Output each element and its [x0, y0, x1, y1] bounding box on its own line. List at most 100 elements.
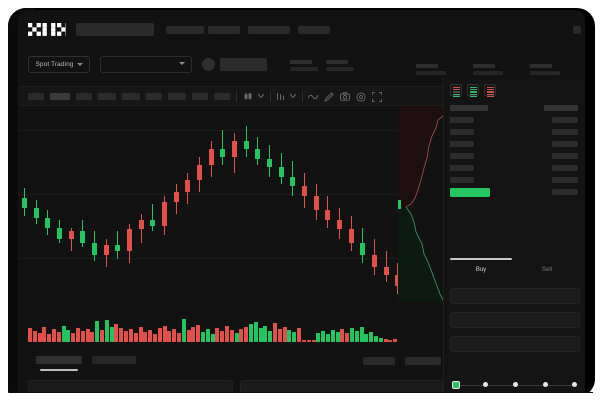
volume-bar [268, 331, 273, 342]
volume-bar [80, 331, 85, 342]
volume-bar [378, 338, 383, 342]
total-field[interactable] [450, 336, 580, 352]
volume-bar [345, 333, 350, 342]
orders-tab-bar [18, 350, 443, 374]
volume-bar [90, 332, 95, 342]
timeframe-6[interactable] [146, 93, 162, 100]
volume-bar [297, 328, 302, 342]
stat-24h-change [326, 60, 354, 71]
timeframe-2[interactable] [50, 93, 70, 100]
mode-select-spot-trading[interactable]: Spot Trading [28, 56, 90, 73]
pencil-icon[interactable] [324, 92, 334, 102]
slider-stop-25[interactable] [483, 382, 488, 387]
timeframe-1[interactable] [28, 93, 44, 100]
top-navigation-bar [18, 10, 585, 46]
table-row[interactable] [444, 174, 585, 186]
table-row[interactable] [444, 150, 585, 162]
avatar[interactable] [202, 58, 215, 71]
volume-bar [162, 326, 167, 342]
amount-percent-slider[interactable] [452, 380, 578, 390]
volume-bar [200, 332, 205, 342]
candlestick-type-icon[interactable] [244, 92, 253, 101]
table-row[interactable] [444, 114, 585, 126]
timeframe-5[interactable] [122, 93, 140, 100]
timeframe-7[interactable] [168, 93, 186, 100]
sidebar-item-nav-3[interactable] [248, 26, 290, 34]
chevron-down-icon[interactable] [290, 94, 296, 98]
volume-bar [393, 339, 398, 342]
tab-sell[interactable]: Sell [541, 267, 552, 273]
sidebar-item-nav-2[interactable] [208, 26, 240, 34]
timeframe-8[interactable] [192, 93, 208, 100]
timeframe-3[interactable] [76, 93, 92, 100]
volume-bar [157, 328, 162, 342]
slider-stop-50[interactable] [513, 382, 518, 387]
indicators-icon[interactable] [276, 92, 285, 101]
volume-bar [143, 332, 148, 342]
search-input[interactable] [76, 23, 154, 36]
pair-name-label [220, 58, 267, 71]
active-tab-indicator [40, 369, 78, 371]
camera-icon[interactable] [340, 92, 350, 101]
tab-action-2[interactable] [405, 357, 441, 365]
volume-bar [47, 334, 52, 342]
slider-stop-100[interactable] [572, 382, 577, 387]
volume-bar [95, 321, 100, 342]
amount-field[interactable] [450, 312, 580, 328]
volume-bar [172, 329, 177, 342]
table-row[interactable] [444, 126, 585, 138]
volume-bar [316, 333, 321, 342]
frame-bottom-mask [0, 393, 603, 405]
volume-bar [37, 333, 42, 342]
volume-bar [330, 330, 335, 342]
tab-open-orders[interactable] [36, 356, 82, 364]
volume-bar [234, 333, 239, 342]
candlestick-series [18, 106, 403, 302]
okx-logo[interactable] [28, 23, 66, 36]
volume-bar [56, 332, 61, 342]
timeframe-9[interactable] [214, 93, 230, 100]
volume-series [18, 302, 443, 350]
volume-bar [383, 339, 388, 342]
table-row[interactable] [444, 162, 585, 174]
volume-bar [167, 331, 172, 342]
sidebar-item-nav-1[interactable] [166, 26, 204, 34]
settings-icon[interactable] [356, 92, 366, 102]
orderbook-view-asks[interactable] [484, 84, 496, 97]
tab-buy[interactable]: Buy [475, 267, 487, 273]
slider-stop-75[interactable] [543, 382, 548, 387]
volume-bar [301, 340, 306, 342]
line-tool-icon[interactable] [308, 92, 319, 101]
volume-bar [364, 334, 369, 342]
volume-bar [152, 334, 157, 342]
pair-select[interactable] [100, 56, 192, 73]
orderbook-view-modes [450, 84, 496, 97]
timeframe-4[interactable] [98, 93, 116, 100]
stat-24h-low [473, 64, 503, 75]
volume-bar [225, 326, 229, 342]
slider-handle[interactable] [452, 380, 460, 389]
volume-bar [76, 328, 81, 342]
table-row[interactable] [444, 138, 585, 150]
more-icon[interactable] [573, 26, 581, 34]
tab-action-1[interactable] [363, 357, 395, 365]
chart-gridline [18, 258, 443, 259]
volume-bar [66, 330, 71, 342]
sidebar-item-nav-4[interactable] [298, 26, 330, 34]
volume-bar [205, 329, 210, 342]
volume-bar [104, 320, 109, 342]
volume-bar [263, 326, 268, 342]
volume-bar [321, 331, 326, 342]
chevron-down-icon [76, 63, 83, 66]
volume-bar [61, 326, 66, 342]
orderbook-view-both[interactable] [450, 84, 462, 97]
volume-bar [114, 324, 119, 342]
fullscreen-icon[interactable] [372, 92, 382, 102]
chevron-down-icon[interactable] [258, 94, 264, 98]
price-field[interactable] [450, 288, 580, 304]
orderbook-view-bids[interactable] [467, 84, 479, 97]
tab-order-history[interactable] [92, 356, 136, 364]
active-tab-indicator [450, 258, 512, 260]
price-chart[interactable] [18, 106, 443, 302]
